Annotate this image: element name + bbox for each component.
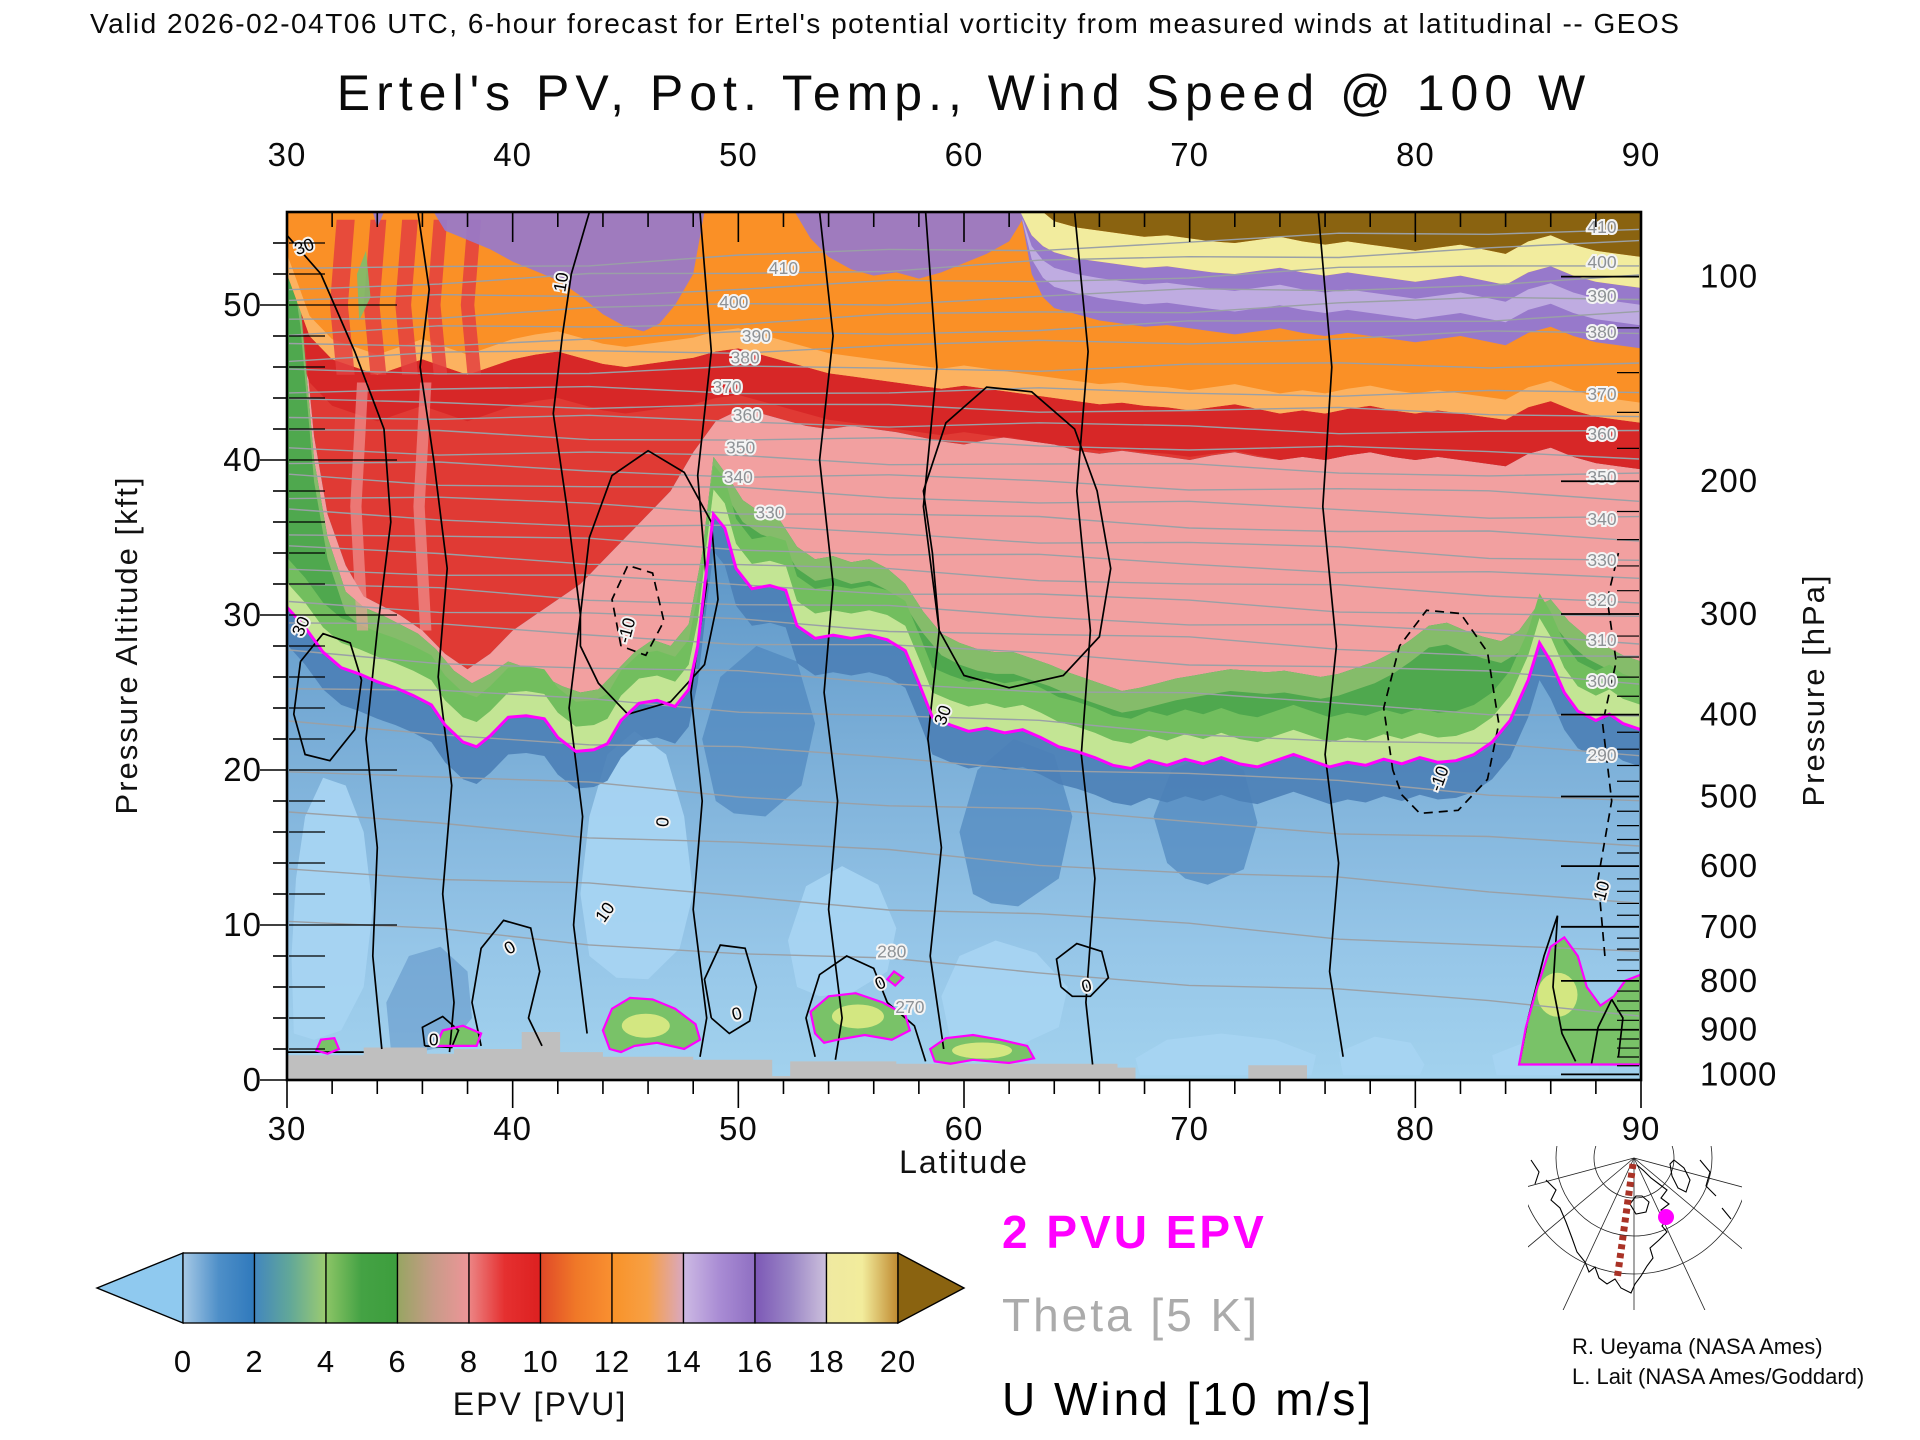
svg-text:400: 400 (1587, 252, 1616, 272)
svg-text:350: 350 (726, 438, 755, 458)
svg-text:20: 20 (223, 751, 262, 788)
svg-text:14: 14 (665, 1344, 701, 1379)
svg-text:70: 70 (1170, 1110, 1209, 1147)
svg-text:40: 40 (493, 1110, 532, 1147)
svg-text:700: 700 (1700, 908, 1758, 945)
svg-text:0: 0 (652, 816, 673, 828)
svg-text:10: 10 (522, 1344, 558, 1379)
svg-text:370: 370 (1587, 384, 1616, 404)
svg-text:50: 50 (719, 1110, 758, 1147)
svg-text:80: 80 (1396, 1110, 1435, 1147)
svg-text:800: 800 (1700, 962, 1758, 999)
svg-text:30: 30 (223, 596, 262, 633)
svg-text:60: 60 (945, 136, 984, 173)
theta-labels: 4104003903803703603503403303203103002904… (710, 215, 1618, 1019)
svg-text:290: 290 (1587, 745, 1616, 765)
legend-theta: Theta [5 K] (1002, 1289, 1261, 1341)
svg-text:10: 10 (223, 906, 262, 943)
svg-text:16: 16 (737, 1344, 773, 1379)
svg-text:900: 900 (1700, 1011, 1758, 1048)
svg-text:18: 18 (808, 1344, 844, 1379)
credit-line-1: R. Ueyama (NASA Ames) (1572, 1334, 1823, 1359)
svg-text:40: 40 (493, 136, 532, 173)
svg-text:12: 12 (594, 1344, 630, 1379)
svg-text:380: 380 (1587, 322, 1616, 342)
svg-text:370: 370 (712, 377, 741, 397)
credits: R. Ueyama (NASA Ames) L. Lait (NASA Ames… (1572, 1332, 1864, 1392)
svg-text:60: 60 (945, 1110, 984, 1147)
theta-contours (288, 228, 1640, 1017)
svg-text:200: 200 (1700, 462, 1758, 499)
svg-text:8: 8 (460, 1344, 478, 1379)
svg-text:400: 400 (719, 292, 748, 312)
svg-text:50: 50 (223, 286, 262, 323)
svg-text:30: 30 (268, 1110, 307, 1147)
credit-line-2: L. Lait (NASA Ames/Goddard) (1572, 1364, 1865, 1389)
svg-text:310: 310 (1587, 630, 1616, 650)
svg-text:270: 270 (895, 997, 924, 1017)
svg-text:350: 350 (1587, 467, 1616, 487)
svg-text:6: 6 (388, 1344, 406, 1379)
svg-text:40: 40 (223, 441, 262, 478)
svg-text:360: 360 (733, 405, 762, 425)
svg-text:1000: 1000 (1700, 1055, 1777, 1092)
tropopause-2pvu-line (287, 510, 1641, 1066)
svg-text:390: 390 (1587, 286, 1616, 306)
svg-text:0: 0 (174, 1344, 192, 1379)
u-wind-contours (287, 212, 1624, 1065)
svg-text:320: 320 (1587, 590, 1616, 610)
svg-text:500: 500 (1700, 778, 1758, 815)
colorbar-unit-label: EPV [PVU] (452, 1386, 628, 1422)
colorbar: 0 2 4 6 8 10 12 14 16 18 20 (95, 1251, 966, 1379)
epv-filled-field (287, 212, 1641, 1080)
svg-text:300: 300 (1587, 671, 1616, 691)
legend-u-wind: U Wind [10 m/s] (1002, 1373, 1375, 1425)
page-title: Ertel's PV, Pot. Temp., Wind Speed @ 100… (336, 65, 1592, 121)
svg-text:300: 300 (1700, 595, 1758, 632)
right-axis-title: Pressure [hPa] (1796, 573, 1831, 807)
svg-text:90: 90 (1622, 136, 1661, 173)
svg-text:400: 400 (1700, 696, 1758, 733)
svg-text:0: 0 (429, 1030, 439, 1050)
svg-text:340: 340 (1587, 509, 1616, 529)
map-inset (1528, 1146, 1742, 1310)
svg-text:10: 10 (549, 270, 572, 293)
svg-text:80: 80 (1396, 136, 1435, 173)
svg-text:20: 20 (880, 1344, 916, 1379)
svg-text:600: 600 (1700, 847, 1758, 884)
svg-text:2: 2 (245, 1344, 263, 1379)
valid-text: Valid 2026-02-04T06 UTC, 6-hour forecast… (90, 8, 1681, 39)
svg-text:-10: -10 (614, 615, 640, 645)
x-axis-title: Latitude (899, 1144, 1029, 1180)
left-axis-title: Pressure Altitude [kft] (109, 475, 144, 815)
legend-2pvu-epv: 2 PVU EPV (1002, 1206, 1267, 1258)
svg-text:0: 0 (243, 1061, 262, 1098)
svg-text:340: 340 (724, 467, 753, 487)
axes: 3030404050506060707080809090010203040501… (223, 136, 1777, 1147)
svg-text:70: 70 (1170, 136, 1209, 173)
svg-text:390: 390 (742, 326, 771, 346)
svg-text:50: 50 (719, 136, 758, 173)
svg-text:380: 380 (731, 348, 760, 368)
svg-text:330: 330 (1587, 550, 1616, 570)
svg-text:410: 410 (769, 258, 798, 278)
svg-text:410: 410 (1587, 217, 1616, 237)
svg-text:330: 330 (755, 503, 784, 523)
svg-text:4: 4 (317, 1344, 335, 1379)
svg-text:100: 100 (1700, 258, 1758, 295)
svg-text:360: 360 (1587, 424, 1616, 444)
svg-text:280: 280 (877, 941, 906, 961)
svg-text:90: 90 (1622, 1110, 1661, 1147)
svg-text:30: 30 (268, 136, 307, 173)
